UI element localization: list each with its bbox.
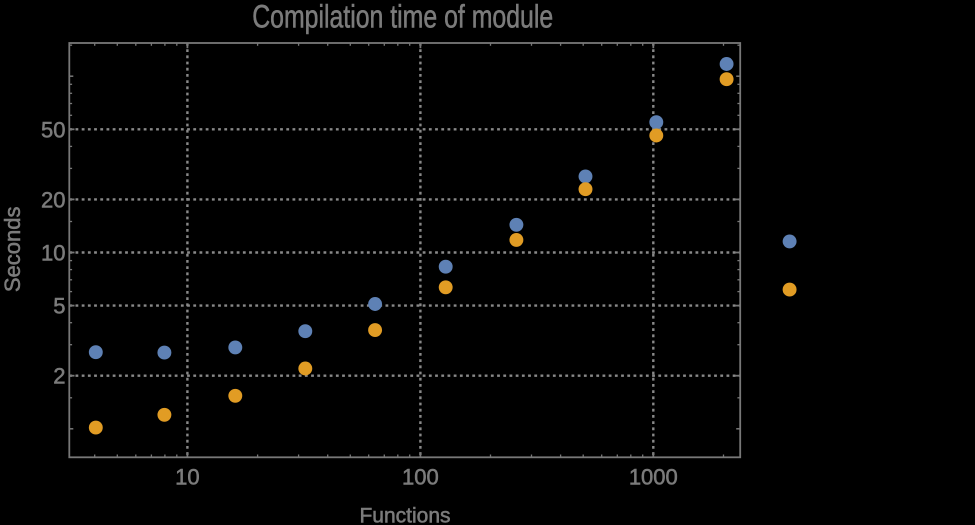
svg-text:Functions: Functions xyxy=(359,505,450,525)
svg-text:100: 100 xyxy=(402,465,439,490)
svg-text:Seconds: Seconds xyxy=(0,206,25,292)
svg-text:50: 50 xyxy=(41,117,65,142)
svg-text:2: 2 xyxy=(53,364,65,389)
svg-text:Compilation time of module: Compilation time of module xyxy=(252,0,553,35)
svg-text:5: 5 xyxy=(53,294,65,319)
svg-text:10: 10 xyxy=(41,241,65,266)
svg-text:10: 10 xyxy=(175,465,199,490)
svg-text:20: 20 xyxy=(41,187,65,212)
svg-text:1000: 1000 xyxy=(629,465,678,490)
